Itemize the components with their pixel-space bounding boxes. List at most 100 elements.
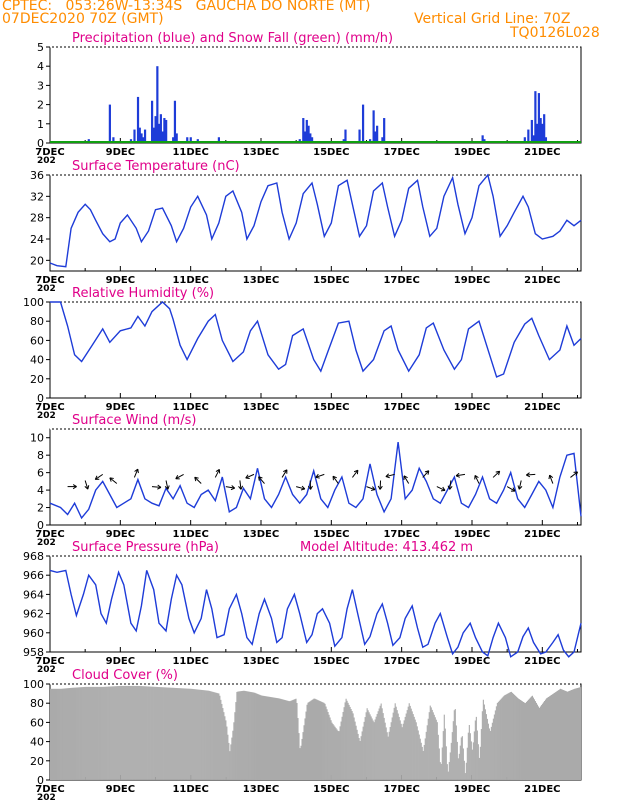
cloud-bar: [259, 694, 261, 780]
cloud-bar: [305, 711, 307, 780]
x-tick-label: 19DEC: [454, 275, 490, 286]
cloud-bar: [83, 687, 85, 780]
wind-arrow: [225, 485, 236, 491]
cloud-bar: [488, 728, 490, 780]
x-tick-label: 9DEC: [106, 529, 135, 540]
cloud-bar: [290, 700, 292, 780]
cloud-bar: [376, 713, 378, 780]
cloud-bar: [541, 703, 544, 780]
cloud-bar: [363, 721, 365, 780]
cloud-bar: [452, 721, 454, 780]
precip-bar: [175, 133, 178, 143]
cloud-bar: [552, 693, 555, 780]
precip-bar: [173, 100, 177, 143]
cloud-bar: [347, 702, 349, 780]
year-stub: 202: [37, 156, 56, 166]
x-tick-label: 13DEC: [243, 784, 279, 795]
cloud-bar: [68, 688, 70, 780]
wind-arrow: [422, 470, 430, 478]
cloud-bar: [174, 687, 176, 780]
cloud-bar: [355, 725, 357, 780]
precip-bar: [172, 137, 175, 143]
cloud-bar: [328, 714, 330, 780]
cloud-bar: [483, 704, 485, 780]
cloud-bar: [168, 687, 170, 780]
cloud-bar: [312, 699, 314, 780]
cloud-bar: [382, 713, 384, 780]
y-tick-label: 0: [37, 392, 44, 405]
wind-arrow-head: [301, 485, 306, 490]
wind-arrow-shaft: [332, 475, 339, 484]
cloud-bar: [101, 686, 103, 780]
cloud-bar: [196, 689, 198, 780]
wind-arrow-shaft: [95, 473, 104, 480]
wind-arrow-shaft: [506, 486, 516, 492]
x-tick-label: 7DEC: [35, 656, 64, 667]
cloud-bar: [145, 686, 147, 780]
cloud-bar: [143, 686, 145, 780]
y-tick-label: 0: [37, 774, 44, 787]
cloud-bar: [401, 727, 403, 780]
cloud-bar: [276, 698, 278, 780]
precip-bar: [374, 131, 377, 143]
cloud-bar: [333, 725, 335, 780]
panel-frame: [49, 46, 582, 144]
panel-1: 0 1 2 3 4 5 7DEC 9DEC 11DEC 13DEC 15DEC 17DEC 19DEC 2…: [35, 31, 582, 166]
x-tick-label: 13DEC: [243, 275, 279, 286]
cloud-bar: [342, 711, 344, 780]
precip-bar: [305, 119, 308, 143]
wind-arrow: [455, 472, 466, 478]
y-tick-label: 960: [23, 627, 44, 640]
year-stub: 202: [37, 411, 56, 421]
cloud-bar: [326, 709, 328, 780]
wind-arrow: [377, 480, 383, 490]
wind-arrow-head: [84, 486, 89, 490]
cloud-bar: [400, 723, 402, 780]
cloud-bar: [426, 725, 428, 780]
precip-bar: [302, 118, 305, 143]
cloud-bar: [193, 689, 195, 780]
precip-bar: [140, 133, 143, 143]
cloud-bar: [301, 738, 303, 780]
cloud-bar: [392, 712, 394, 780]
wind-arrow-head: [194, 476, 199, 479]
cloud-bar: [469, 733, 471, 780]
cloud-bar: [413, 716, 415, 780]
wind-arrow-shaft: [194, 476, 202, 484]
wind-arrow: [436, 486, 446, 492]
cloud-bar: [456, 741, 458, 780]
cloud-bar: [573, 688, 576, 780]
cloud-bar: [271, 697, 273, 780]
cloud-bar: [248, 691, 250, 780]
cloud-bar: [283, 699, 285, 780]
cloud-bar: [192, 688, 194, 780]
cloud-bar: [309, 701, 311, 780]
cloud-bar: [496, 702, 498, 780]
wind-arrow-head: [87, 485, 90, 490]
cloud-bar: [574, 688, 577, 780]
wind-arrow-shaft: [518, 480, 522, 490]
cloud-bar: [80, 687, 82, 780]
cloud-bar: [578, 687, 581, 780]
wind-arrow-head: [194, 477, 197, 482]
y-tick-label: 6: [37, 467, 44, 480]
cloud-bar: [519, 699, 521, 780]
cloud-bar: [218, 693, 220, 780]
y-tick-label: 28: [30, 212, 44, 225]
wind-arrow-head: [447, 485, 451, 490]
cloud-bar: [226, 726, 228, 780]
cloud-bar: [267, 696, 269, 780]
cloud-bar: [329, 717, 331, 780]
panel-title: Surface Temperature (nC): [72, 159, 240, 174]
cloud-bar: [487, 723, 489, 780]
cloud-bar: [285, 700, 287, 780]
wind-arrow-head: [167, 485, 170, 490]
cloud-bar: [414, 719, 416, 780]
cloud-bar: [486, 718, 488, 780]
x-tick-label: 21DEC: [524, 656, 560, 667]
cloud-bar: [507, 693, 509, 780]
cloud-bar: [92, 686, 94, 780]
cloud-bar: [320, 701, 322, 780]
cloud-bar: [76, 687, 78, 780]
cloud-bar: [433, 714, 435, 780]
